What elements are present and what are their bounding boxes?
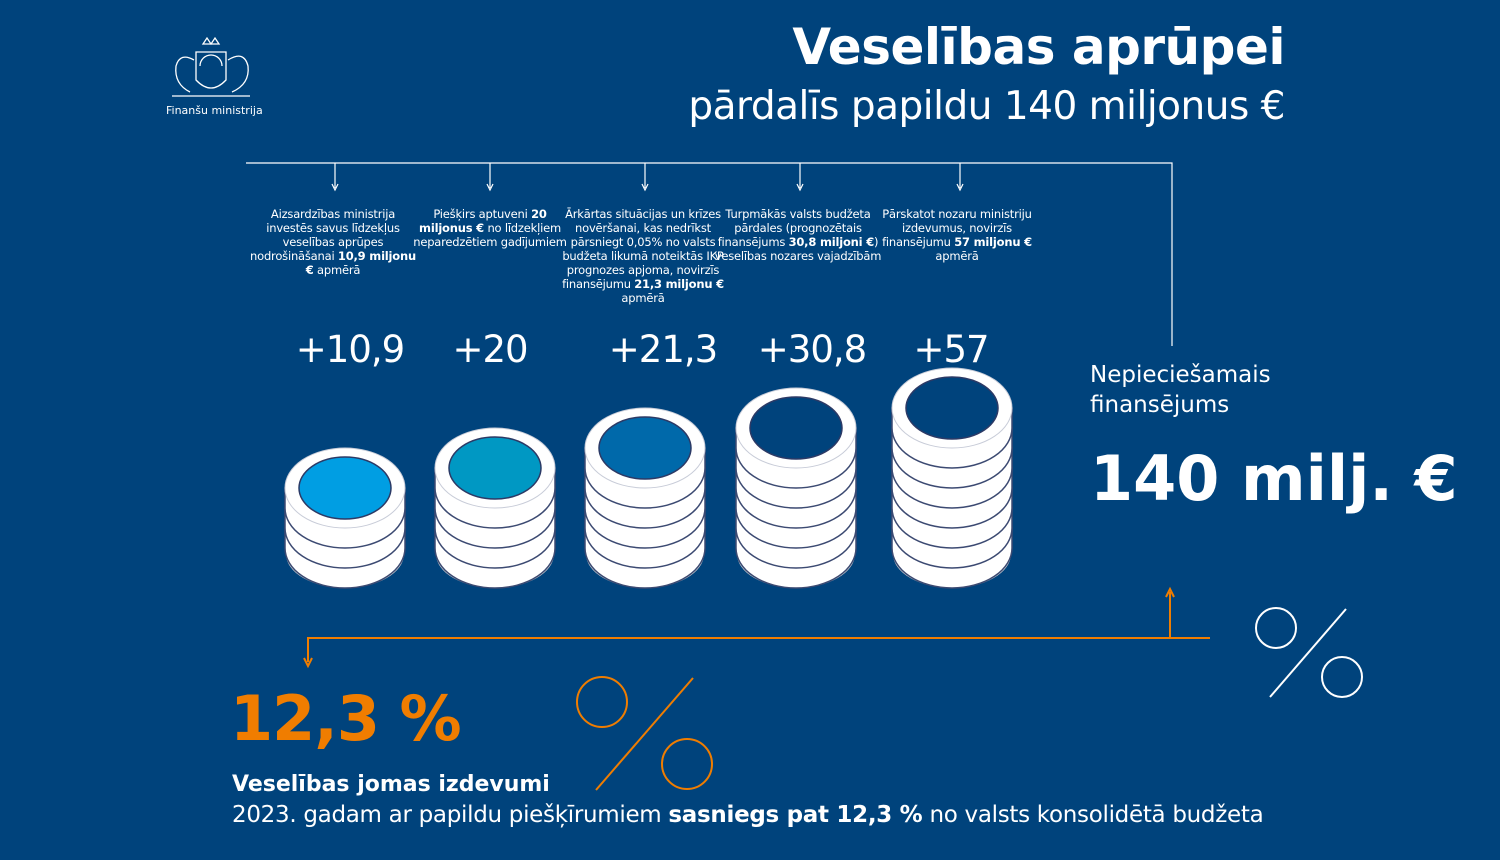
coin-face	[749, 396, 843, 460]
accent-connector	[307, 637, 1210, 662]
desc-text: no līdzekļiem neparedzētiem gadījumiem	[413, 221, 567, 249]
coin-face	[905, 376, 999, 440]
source-description: Piešķirs aptuveni 20 miljonus € no līdze…	[405, 207, 575, 249]
logo-text: Finanšu ministrija	[166, 104, 263, 117]
share-title: Veselības jomas izdevumi	[232, 772, 550, 797]
source-description: Pārskatot nozaru ministriju izdevumus, n…	[872, 207, 1042, 263]
share-text-pre: 2023. gadam ar papildu piešķīrumiem	[232, 802, 669, 828]
desc-amount: 21,3 miljonu €	[634, 277, 724, 291]
percent-icon-circle	[661, 738, 713, 790]
coin-face	[598, 416, 692, 480]
desc-amount: 57 miljonu €	[954, 235, 1032, 249]
desc-text: Aizsardzības ministrija investēs savus l…	[250, 207, 400, 263]
coin-face	[298, 456, 392, 520]
desc-text: Piešķirs aptuveni	[433, 207, 532, 221]
arrow-up-icon	[1165, 586, 1175, 598]
desc-amount: 30,8 miljoni €	[788, 235, 875, 249]
source-value: +20	[452, 328, 528, 371]
arrow-down-icon	[331, 183, 339, 192]
total-value-text: 140 milj. €	[1090, 442, 1458, 515]
desc-text: ) veselības nozares vajadzībām	[714, 235, 882, 263]
desc-text: Ārkārtas situācijas un krīzes novēršanai…	[562, 207, 724, 291]
desc-text: apmērā	[313, 263, 361, 277]
share-text: 2023. gadam ar papildu piešķīrumiem sasn…	[232, 802, 1264, 828]
desc-text: Pārskatot nozaru ministriju izdevumus, n…	[882, 207, 1032, 249]
connector-line	[246, 162, 1173, 346]
arrow-down-icon	[641, 183, 649, 192]
percent-icon-circle	[1255, 607, 1297, 649]
source-value: +10,9	[295, 328, 405, 371]
source-description: Aizsardzības ministrija investēs savus l…	[248, 207, 418, 277]
total-label: Nepieciešamais finansējums	[1090, 362, 1271, 418]
share-text-post: no valsts konsolidētā budžeta	[922, 802, 1264, 828]
arrow-down-icon	[486, 183, 494, 192]
total-value: 140 milj. €	[1090, 446, 1458, 512]
source-value: +57	[913, 328, 989, 371]
source-description: Ārkārtas situācijas un krīzes novēršanai…	[558, 207, 728, 305]
arrow-down-icon	[796, 183, 804, 192]
percent-icon-circle	[576, 676, 628, 728]
source-value: +30,8	[757, 328, 867, 371]
source-description: Turpmākās valsts budžeta pārdales (progn…	[713, 207, 883, 263]
page-title: Veselības aprūpei	[792, 18, 1285, 76]
arrow-down-icon	[303, 657, 313, 669]
desc-text: apmērā	[935, 249, 979, 263]
desc-amount: 10,9 miljonu €	[305, 249, 416, 277]
desc-amount: 20 miljonus €	[419, 207, 547, 235]
percent-icon-slash	[1269, 608, 1347, 698]
page-subtitle: pārdalīs papildu 140 miljonus €	[688, 84, 1285, 129]
source-value: +21,3	[608, 328, 718, 371]
share-percent: 12,3 %	[230, 682, 462, 755]
share-text-bold: sasniegs pat 12,3 %	[668, 802, 923, 828]
arrow-down-icon	[956, 183, 964, 192]
percent-icon-circle	[1321, 656, 1363, 698]
desc-text: apmērā	[621, 291, 665, 305]
percent-icon-slash	[595, 677, 694, 791]
coin-face	[448, 436, 542, 500]
desc-text: Turpmākās valsts budžeta pārdales (progn…	[717, 207, 871, 249]
coat-of-arms-icon	[172, 36, 250, 97]
